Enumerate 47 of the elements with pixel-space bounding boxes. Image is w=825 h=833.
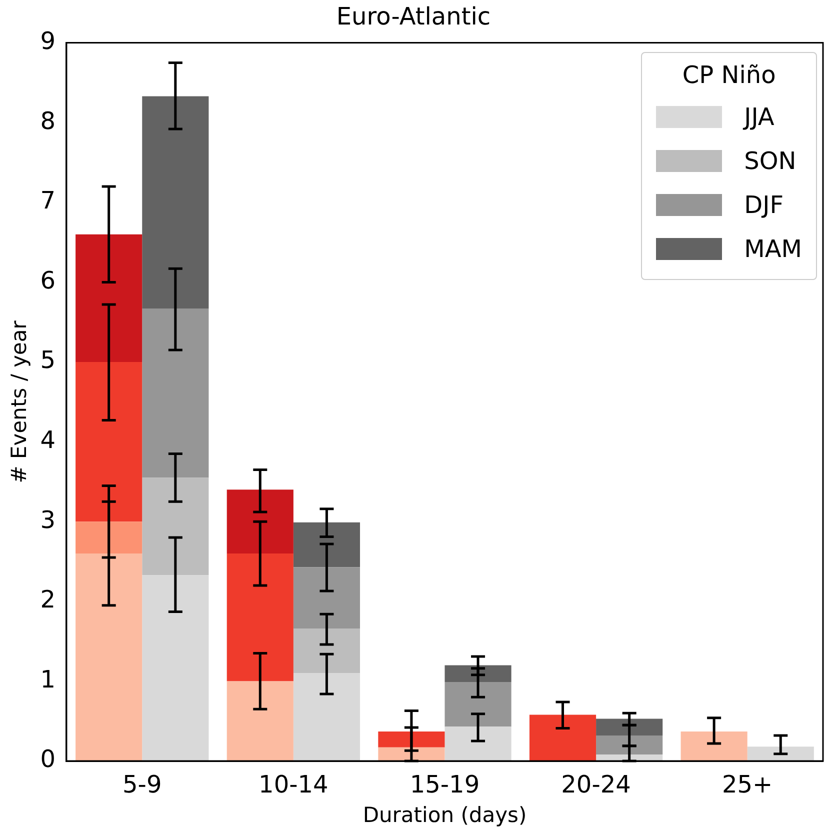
y-tick-label: 3 xyxy=(40,506,56,534)
legend-label: JJA xyxy=(744,103,774,131)
bar xyxy=(142,575,209,761)
x-tick-label: 15-19 xyxy=(410,770,480,799)
y-axis-title: # Events / year xyxy=(7,320,32,484)
bar xyxy=(529,714,596,761)
y-tick-label: 0 xyxy=(40,745,56,774)
bar xyxy=(293,628,360,674)
bar xyxy=(747,746,814,761)
x-tick-label: 5-9 xyxy=(122,770,162,799)
bar xyxy=(226,681,294,761)
bar xyxy=(596,718,663,736)
x-tick-label: 20-24 xyxy=(561,770,631,799)
legend-label: SON xyxy=(744,147,796,175)
y-tick-label: 9 xyxy=(40,27,56,56)
y-tick-label: 1 xyxy=(40,665,56,694)
bar xyxy=(226,490,294,554)
bar xyxy=(76,234,142,362)
bar xyxy=(76,362,142,522)
y-tick-label: 4 xyxy=(40,426,56,454)
y-tick-label: 5 xyxy=(40,346,56,374)
bar xyxy=(680,731,748,761)
y-tick-label: 6 xyxy=(40,266,56,294)
y-tick-label: 2 xyxy=(40,586,56,614)
chart-title: Euro-Atlantic xyxy=(336,2,491,31)
x-axis-title: Duration (days) xyxy=(362,802,527,827)
x-tick-label: 10-14 xyxy=(258,770,328,799)
legend-label: MAM xyxy=(744,235,802,263)
bar xyxy=(76,522,142,554)
y-tick-label: 7 xyxy=(40,186,56,215)
bar xyxy=(444,682,512,727)
bar xyxy=(378,731,445,748)
bar xyxy=(596,735,663,755)
legend-title: CP Niño xyxy=(681,61,777,89)
bar xyxy=(293,567,360,629)
bar xyxy=(142,478,209,576)
bar xyxy=(444,665,512,682)
x-tick-label: 25+ xyxy=(722,770,773,799)
legend-label: DJF xyxy=(744,191,784,219)
bar xyxy=(293,673,360,761)
bar xyxy=(293,522,360,568)
bar xyxy=(142,96,209,309)
bar xyxy=(444,726,512,761)
bar xyxy=(226,554,294,682)
y-tick-label: 8 xyxy=(40,106,56,135)
bar xyxy=(142,308,209,478)
bar xyxy=(76,554,142,761)
